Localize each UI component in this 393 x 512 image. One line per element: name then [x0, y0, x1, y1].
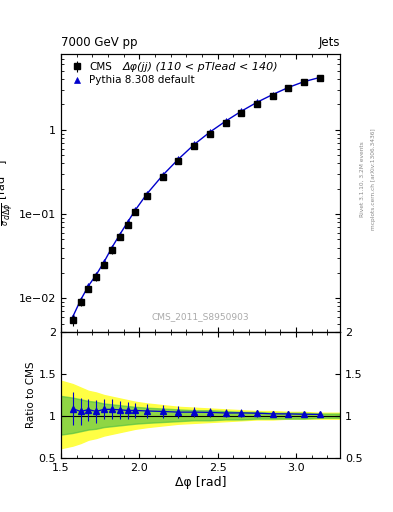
Pythia 8.308 default — [176, 156, 181, 162]
Text: Δφ(jj) (110 < pTlead < 140): Δφ(jj) (110 < pTlead < 140) — [123, 62, 278, 72]
Pythia 8.308 default — [86, 283, 91, 289]
Y-axis label: $\frac{1}{\sigma}\frac{d\sigma}{d\Delta\phi}$ [rad$^{-1}$]: $\frac{1}{\sigma}\frac{d\sigma}{d\Delta\… — [0, 159, 17, 226]
Pythia 8.308 default — [301, 79, 306, 85]
Pythia 8.308 default — [255, 99, 259, 105]
Pythia 8.308 default — [133, 207, 138, 213]
Text: 7000 GeV pp: 7000 GeV pp — [61, 36, 138, 49]
Pythia 8.308 default — [286, 84, 290, 91]
Pythia 8.308 default — [102, 259, 107, 265]
Pythia 8.308 default — [70, 314, 75, 320]
Pythia 8.308 default — [208, 129, 212, 135]
Legend: CMS, Pythia 8.308 default: CMS, Pythia 8.308 default — [66, 59, 198, 89]
Pythia 8.308 default — [192, 141, 196, 147]
Pythia 8.308 default — [317, 74, 322, 80]
Pythia 8.308 default — [145, 190, 149, 197]
Pythia 8.308 default — [160, 172, 165, 178]
Y-axis label: Ratio to CMS: Ratio to CMS — [26, 361, 36, 429]
Text: CMS_2011_S8950903: CMS_2011_S8950903 — [152, 312, 249, 321]
Pythia 8.308 default — [223, 118, 228, 124]
Line: Pythia 8.308 default: Pythia 8.308 default — [70, 75, 322, 320]
Pythia 8.308 default — [94, 272, 99, 278]
Pythia 8.308 default — [118, 231, 122, 238]
Pythia 8.308 default — [125, 219, 130, 225]
Pythia 8.308 default — [110, 245, 114, 251]
Pythia 8.308 default — [270, 92, 275, 98]
Text: mcplots.cern.ch [arXiv:1306.3436]: mcplots.cern.ch [arXiv:1306.3436] — [371, 129, 376, 230]
Text: Jets: Jets — [318, 36, 340, 49]
X-axis label: Δφ [rad]: Δφ [rad] — [174, 476, 226, 489]
Text: Rivet 3.1.10, 3.2M events: Rivet 3.1.10, 3.2M events — [360, 141, 365, 217]
Pythia 8.308 default — [78, 297, 83, 303]
Pythia 8.308 default — [239, 108, 244, 114]
